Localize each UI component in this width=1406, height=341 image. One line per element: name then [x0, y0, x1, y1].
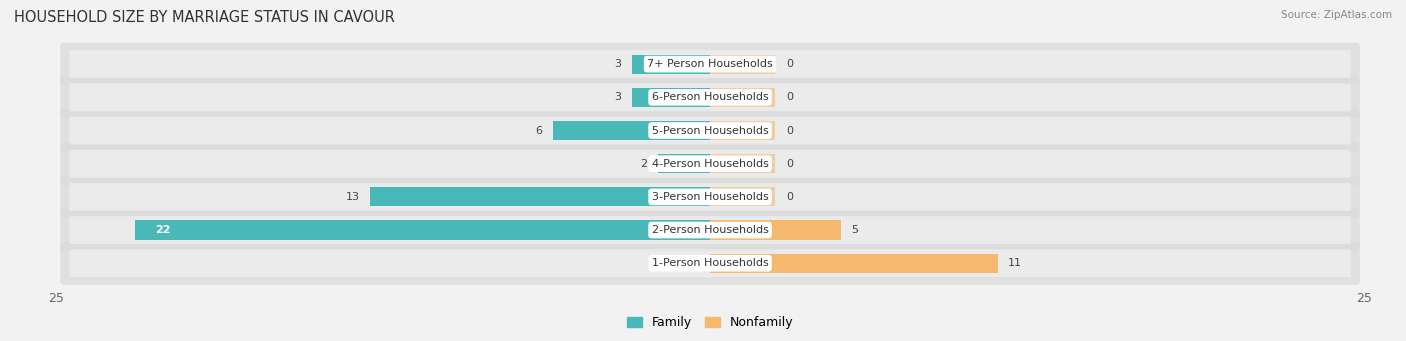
FancyBboxPatch shape [60, 208, 1360, 252]
Text: 3: 3 [614, 92, 621, 102]
FancyBboxPatch shape [60, 76, 1360, 119]
FancyBboxPatch shape [60, 242, 1360, 285]
Text: 3-Person Households: 3-Person Households [651, 192, 769, 202]
Text: Source: ZipAtlas.com: Source: ZipAtlas.com [1281, 10, 1392, 20]
Text: 11: 11 [1008, 258, 1022, 268]
Text: 13: 13 [346, 192, 360, 202]
Bar [370, 187, 710, 207]
Bar [631, 88, 710, 107]
Text: 6: 6 [536, 125, 543, 135]
FancyBboxPatch shape [69, 249, 1351, 277]
Text: 0: 0 [786, 92, 793, 102]
Bar [710, 187, 776, 207]
Text: 2: 2 [640, 159, 647, 169]
FancyBboxPatch shape [60, 109, 1360, 152]
Bar [710, 254, 998, 273]
Text: 22: 22 [156, 225, 172, 235]
Text: 4-Person Households: 4-Person Households [651, 159, 769, 169]
FancyBboxPatch shape [69, 183, 1351, 211]
Text: 5-Person Households: 5-Person Households [651, 125, 769, 135]
Text: 1-Person Households: 1-Person Households [651, 258, 769, 268]
Legend: Family, Nonfamily: Family, Nonfamily [621, 311, 799, 334]
Bar [710, 88, 776, 107]
FancyBboxPatch shape [69, 50, 1351, 78]
Bar [710, 220, 841, 240]
Text: 6-Person Households: 6-Person Households [651, 92, 769, 102]
Text: 7+ Person Households: 7+ Person Households [647, 59, 773, 69]
FancyBboxPatch shape [69, 150, 1351, 178]
Bar [631, 55, 710, 74]
Bar [710, 55, 776, 74]
FancyBboxPatch shape [69, 84, 1351, 111]
Text: 0: 0 [786, 159, 793, 169]
Bar [710, 121, 776, 140]
Bar [658, 154, 710, 173]
FancyBboxPatch shape [60, 175, 1360, 219]
Bar [710, 154, 776, 173]
Bar [553, 121, 710, 140]
Text: 0: 0 [786, 59, 793, 69]
Text: HOUSEHOLD SIZE BY MARRIAGE STATUS IN CAVOUR: HOUSEHOLD SIZE BY MARRIAGE STATUS IN CAV… [14, 10, 395, 25]
FancyBboxPatch shape [60, 43, 1360, 86]
Text: 2-Person Households: 2-Person Households [651, 225, 769, 235]
Text: 5: 5 [851, 225, 858, 235]
Text: 0: 0 [786, 192, 793, 202]
FancyBboxPatch shape [60, 142, 1360, 185]
Text: 0: 0 [786, 125, 793, 135]
Bar [135, 220, 710, 240]
Text: 3: 3 [614, 59, 621, 69]
FancyBboxPatch shape [69, 117, 1351, 145]
FancyBboxPatch shape [69, 216, 1351, 244]
